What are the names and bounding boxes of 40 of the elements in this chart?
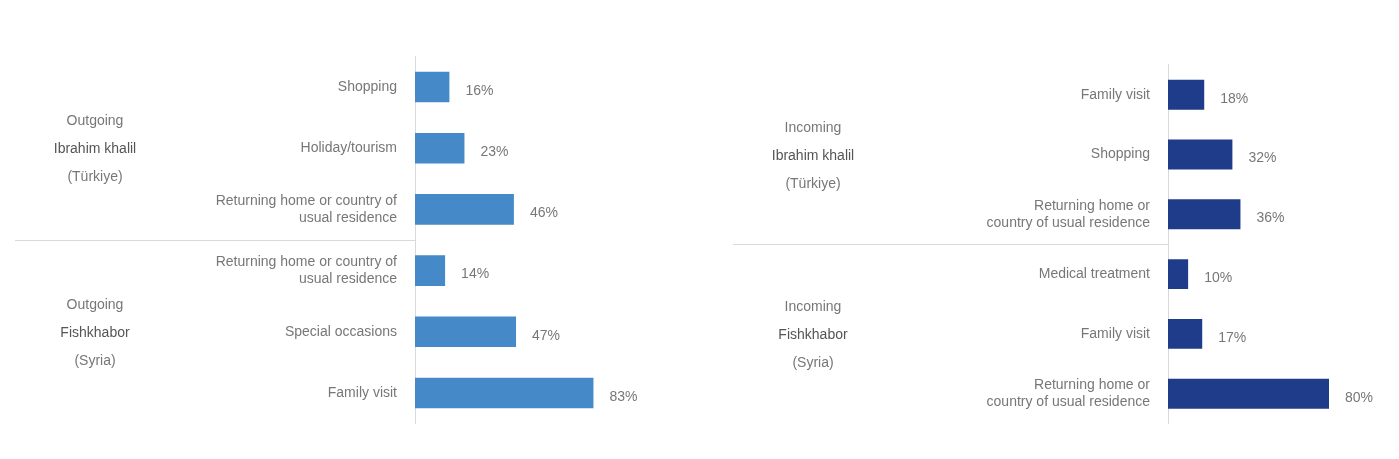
data-label: 10%	[1204, 268, 1233, 285]
data-label: 32%	[1248, 149, 1277, 166]
data-label: 46%	[529, 204, 558, 221]
bar	[415, 71, 450, 103]
y-tick-label: Medical treatment	[1038, 264, 1151, 281]
text: Incoming Ibrahim khalil (Türkiye)	[770, 117, 856, 193]
data-label: 36%	[1256, 209, 1285, 226]
bar	[415, 194, 514, 225]
text: Outgoing Fishkhabor (Syria)	[59, 294, 131, 370]
bar	[415, 377, 594, 409]
bar	[1168, 318, 1203, 349]
data-label: 80%	[1345, 388, 1374, 405]
data-label: 16%	[465, 81, 494, 98]
bar	[415, 255, 446, 286]
data-label: 47%	[532, 326, 561, 343]
y-tick-label: Special occasions	[284, 322, 397, 339]
bar	[1168, 199, 1241, 230]
y-tick-label: Family visit	[1080, 324, 1151, 341]
y-tick-label: Shopping	[1090, 145, 1150, 162]
data-label: 23%	[480, 143, 509, 160]
bar	[1168, 259, 1189, 290]
text: Incoming Fishkhabor (Syria)	[777, 296, 849, 372]
y-tick-label: Family visit	[327, 383, 398, 400]
bar	[1168, 378, 1329, 409]
y-tick-label: Returning home or country of usual residence	[215, 253, 398, 286]
y-tick-label: Returning home or country of usual residence	[986, 376, 1151, 409]
bar	[1168, 139, 1233, 170]
y-tick-label: Shopping	[337, 77, 397, 94]
text: Outgoing Ibrahim khalil (Türkiye)	[52, 111, 138, 187]
data-label: 83%	[609, 387, 638, 404]
bar	[1168, 79, 1205, 110]
data-label: 14%	[461, 265, 490, 282]
data-label: 17%	[1218, 328, 1247, 345]
bar	[415, 132, 465, 164]
y-tick-label: Returning home or country of usual residence	[215, 191, 398, 225]
y-tick-label: Holiday/tourism	[300, 139, 397, 156]
bar	[415, 316, 517, 348]
y-tick-label: Returning home or country of usual residence	[986, 196, 1151, 230]
data-label: 18%	[1220, 89, 1249, 106]
y-tick-label: Family visit	[1080, 85, 1151, 102]
